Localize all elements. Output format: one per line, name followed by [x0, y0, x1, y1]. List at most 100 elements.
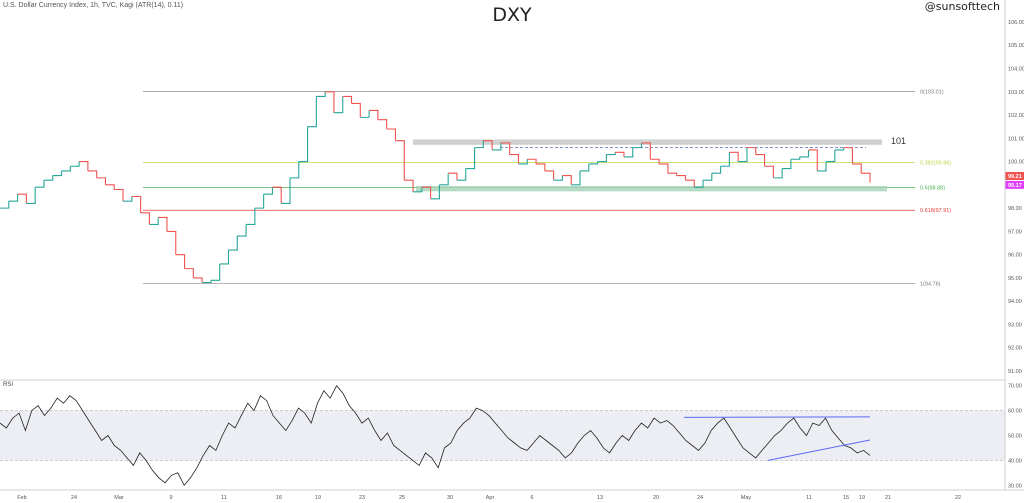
kagi-segment [219, 250, 230, 265]
kagi-segment [790, 156, 801, 160]
kagi-segment [360, 110, 370, 118]
price-tick: 92.00 [1008, 346, 1022, 352]
time-tick: Mar [114, 495, 124, 501]
kagi-segment [597, 154, 607, 163]
price-tick: 105.00 [1008, 43, 1024, 49]
time-axis[interactable]: Feb 24 Mar 9 11 16 19 23 25 30 Apr 6 13 20 24 May 11 15 19… [17, 495, 961, 501]
time-tick: 30 [447, 495, 453, 501]
time-tick: 21 [885, 495, 891, 501]
kagi-segment [79, 161, 89, 171]
price-tag [1005, 171, 1024, 180]
kagi-segment [852, 163, 862, 174]
kagi-segment [843, 147, 853, 164]
kagi-segment [421, 186, 432, 199]
time-tick: 13 [597, 495, 603, 501]
kagi-segment [386, 128, 397, 141]
kagi-segment [351, 102, 361, 118]
kagi-segment [430, 184, 440, 200]
kagi-segment [606, 152, 616, 156]
time-tick: 9 [169, 495, 172, 501]
kagi-segment [237, 224, 247, 237]
kagi-segment [254, 194, 265, 209]
kagi-segment [861, 172, 871, 183]
kagi-segment [588, 161, 599, 165]
time-tick: May [741, 495, 752, 501]
kagi-segment [483, 140, 493, 150]
kagi-segment [632, 142, 643, 149]
price-tag-label: 99.21 [1008, 174, 1022, 180]
fib-label: 0.5(98.88) [920, 186, 945, 192]
fib-label: 0.382(99.96) [920, 161, 951, 167]
fib-label: 0.618(97.91) [920, 208, 951, 214]
price-tick: 101.00 [1008, 136, 1024, 142]
price-tick: 97.00 [1008, 229, 1022, 235]
support-resistance-zones: 101 [413, 136, 906, 192]
kagi-segment [61, 166, 71, 172]
kagi-segment [96, 177, 107, 185]
kagi-segment [342, 95, 353, 104]
kagi-segment [808, 149, 818, 171]
kagi-segment [456, 168, 467, 181]
kagi-segment [694, 180, 704, 188]
kagi-segment [272, 186, 282, 204]
kagi-segment [123, 196, 133, 202]
price-tick: 98.00 [1008, 206, 1022, 212]
kagi-segment [149, 217, 159, 225]
kagi-segment [70, 161, 80, 167]
kagi-segment [623, 147, 634, 158]
price-tick: 94.00 [1008, 299, 1022, 305]
kagi-segment [500, 142, 511, 155]
kagi-segment [703, 173, 713, 181]
kagi-segment [210, 263, 221, 281]
kagi-segment [35, 180, 45, 188]
kagi-segment [729, 151, 739, 162]
kagi-segment [738, 147, 748, 163]
kagi-segment [395, 140, 405, 181]
time-tick: Feb [17, 495, 26, 501]
kagi-segment [492, 142, 502, 151]
kagi-segment [369, 109, 379, 120]
kagi-segment [474, 140, 484, 149]
rsi-trendline [767, 439, 871, 461]
kagi-segment [755, 154, 766, 167]
rsi-tick: 50.00 [1008, 434, 1022, 440]
kagi-segment [676, 174, 687, 181]
kagi-segment [281, 177, 291, 205]
kagi-segment [650, 158, 660, 164]
kagi-segment [562, 174, 572, 185]
kagi-segment [659, 163, 669, 174]
kagi-segment [0, 201, 10, 209]
price-axis[interactable]: 106.00 105.00 104.00 103.00 102.00 101.00 100.… [1005, 20, 1024, 375]
kagi-segment [298, 126, 309, 163]
kagi-segment [140, 212, 150, 225]
kagi-segment [615, 151, 625, 157]
fib-label: 1(94.76) [920, 282, 941, 288]
time-tick: 25 [399, 495, 405, 501]
kagi-segment [799, 149, 810, 158]
kagi-segment [158, 216, 168, 232]
kagi-segment [826, 149, 836, 163]
kagi-segment [817, 161, 827, 172]
kagi-segment [518, 159, 528, 165]
kagi-segment [834, 147, 845, 151]
kagi-segment [764, 165, 774, 178]
kagi-segment [193, 277, 203, 283]
time-tick: 22 [955, 495, 961, 501]
kagi-segment [782, 159, 792, 170]
time-tick: 11 [221, 495, 227, 501]
time-tick: 6 [530, 495, 533, 501]
price-tick: 100.00 [1008, 160, 1024, 166]
kagi-segment [175, 254, 186, 269]
watermark: @sunsofttech [924, 0, 1000, 13]
price-tick: 104.00 [1008, 67, 1024, 73]
time-tick: 19 [859, 495, 865, 501]
price-tick: 95.00 [1008, 276, 1022, 282]
time-tick: 15 [843, 495, 849, 501]
kagi-segment [8, 194, 19, 202]
kagi-segment [26, 187, 36, 205]
time-tick: 16 [276, 495, 282, 501]
kagi-segment [413, 187, 423, 193]
kagi-segment [439, 173, 449, 186]
kagi-segment [465, 147, 476, 170]
